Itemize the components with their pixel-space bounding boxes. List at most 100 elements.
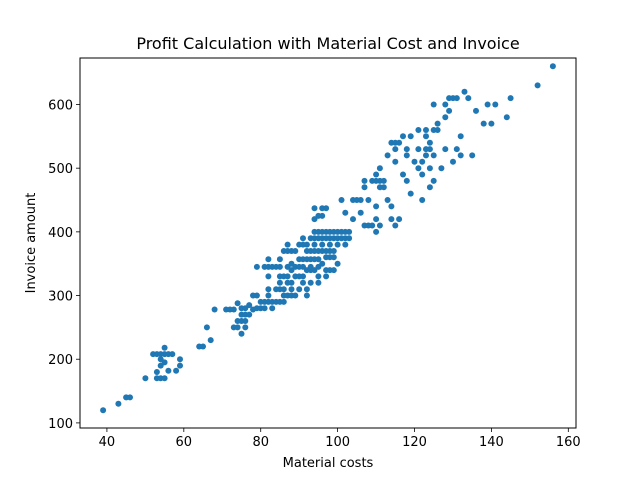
data-point: [261, 305, 268, 312]
data-point: [265, 292, 272, 299]
data-point: [280, 286, 287, 293]
x-tick-label: 60: [176, 435, 193, 450]
data-point: [357, 197, 364, 203]
data-point: [276, 263, 283, 270]
data-point: [100, 407, 107, 414]
data-point: [288, 279, 295, 286]
data-point: [319, 212, 326, 219]
x-axis-ticks: 40 60 80 100 120 140 160: [99, 428, 581, 450]
data-point: [423, 127, 429, 133]
data-point: [430, 152, 437, 159]
data-point: [350, 216, 356, 223]
data-point: [453, 146, 460, 153]
data-point: [153, 369, 160, 375]
chart-title: Profit Calculation with Material Cost an…: [136, 34, 519, 53]
data-point: [303, 286, 310, 293]
data-point: [253, 292, 260, 299]
data-point: [442, 114, 449, 121]
data-point: [346, 228, 353, 235]
data-point: [426, 139, 433, 146]
data-point: [292, 248, 299, 254]
data-point: [127, 394, 133, 401]
data-point: [369, 222, 376, 229]
plot-frame: [79, 57, 577, 429]
data-point: [415, 165, 422, 172]
data-point: [319, 241, 326, 248]
data-point: [326, 241, 333, 248]
data-point: [315, 279, 322, 286]
data-point: [330, 254, 337, 261]
data-point: [457, 152, 464, 159]
data-point: [165, 367, 172, 374]
data-point: [450, 158, 456, 165]
data-point: [177, 362, 183, 369]
data-point: [465, 95, 472, 102]
data-point: [503, 114, 510, 121]
x-tick-label: 40: [99, 435, 116, 450]
data-point: [380, 177, 387, 184]
data-point: [415, 127, 422, 133]
data-point: [330, 267, 337, 274]
data-point: [234, 300, 241, 307]
data-point: [242, 324, 249, 331]
data-point: [415, 146, 422, 153]
data-point: [142, 375, 149, 382]
data-point: [430, 101, 437, 108]
data-point: [246, 311, 253, 318]
data-point: [296, 286, 303, 293]
data-point: [284, 273, 291, 280]
data-point: [373, 228, 380, 235]
data-point: [403, 146, 410, 153]
data-point: [388, 216, 395, 223]
data-point: [396, 216, 403, 223]
data-point: [265, 256, 272, 263]
data-point: [549, 63, 556, 70]
data-point: [492, 101, 499, 108]
data-point: [407, 190, 414, 197]
data-point: [423, 133, 429, 140]
data-point: [342, 241, 349, 248]
data-point: [169, 351, 176, 358]
data-point: [384, 197, 391, 203]
data-point: [419, 158, 426, 165]
data-point: [161, 344, 168, 351]
data-point: [265, 286, 272, 293]
data-point: [388, 203, 395, 210]
data-point: [392, 158, 399, 165]
data-point: [173, 367, 180, 374]
data-point: [403, 177, 410, 184]
data-point: [373, 216, 380, 223]
data-point: [400, 133, 406, 140]
data-point: [426, 184, 433, 191]
y-axis-ticks: 100 200 300 400 500 600: [48, 98, 80, 432]
data-point: [242, 318, 249, 324]
data-point: [507, 95, 514, 102]
data-points: [100, 63, 556, 414]
data-point: [373, 203, 380, 210]
data-point: [392, 222, 399, 229]
data-point: [434, 127, 441, 133]
data-point: [300, 273, 306, 280]
data-point: [365, 197, 372, 203]
data-point: [319, 260, 326, 267]
data-point: [419, 197, 426, 203]
x-tick-label: 80: [252, 435, 269, 450]
x-tick-label: 100: [325, 435, 350, 450]
data-point: [203, 324, 210, 331]
y-tick-label: 500: [48, 162, 73, 177]
data-point: [330, 248, 337, 254]
data-point: [453, 95, 460, 102]
data-point: [338, 197, 345, 203]
data-point: [376, 222, 383, 229]
data-point: [234, 324, 241, 331]
data-point: [276, 279, 283, 286]
data-point: [357, 209, 364, 216]
data-point: [361, 177, 368, 184]
data-point: [488, 120, 495, 127]
data-point: [534, 82, 541, 89]
data-point: [311, 205, 318, 212]
data-point: [373, 171, 380, 178]
data-point: [396, 139, 403, 146]
data-point: [300, 235, 306, 242]
data-point: [207, 337, 214, 344]
